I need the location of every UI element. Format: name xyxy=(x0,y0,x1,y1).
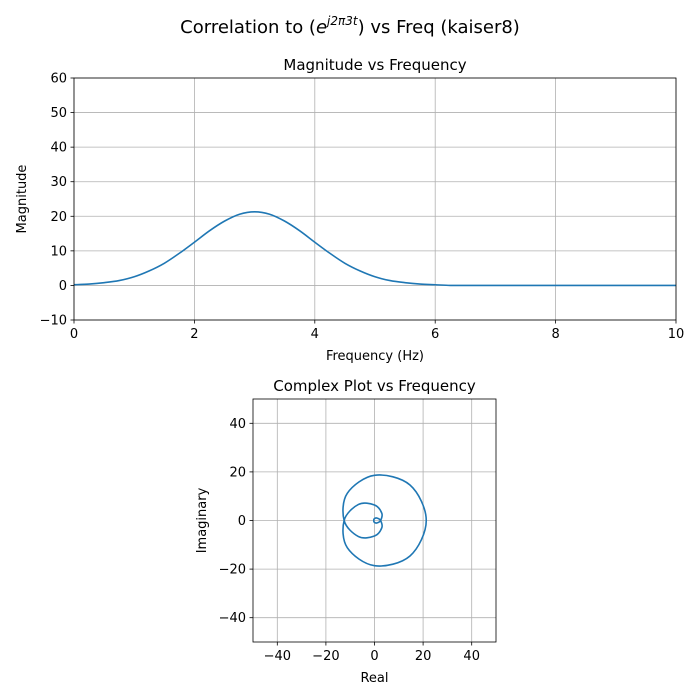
data-line xyxy=(342,474,428,567)
y-tick-label: 60 xyxy=(50,72,67,87)
x-tick-label: 20 xyxy=(415,649,432,664)
data-line xyxy=(74,210,676,287)
x-tick-label: 4 xyxy=(311,327,319,342)
y-axis-label: Magnitude xyxy=(15,165,30,234)
y-tick-label: −40 xyxy=(219,611,246,626)
x-tick-label: −20 xyxy=(312,649,339,664)
y-tick-label: 0 xyxy=(59,279,67,294)
x-tick-label: −40 xyxy=(264,649,291,664)
title-exponent: j2π3t xyxy=(325,14,359,28)
x-tick-label: 8 xyxy=(551,327,559,342)
x-tick-label: 2 xyxy=(190,327,198,342)
y-tick-label: 30 xyxy=(50,175,67,190)
y-tick-label: 0 xyxy=(238,514,246,529)
x-tick-label: 0 xyxy=(70,327,78,342)
y-tick-label: 40 xyxy=(229,417,246,432)
x-tick-label: 0 xyxy=(370,649,378,664)
y-tick-label: −10 xyxy=(40,314,67,329)
axes-title: Magnitude vs Frequency xyxy=(283,56,466,74)
x-tick-label: 6 xyxy=(431,327,439,342)
axes-title: Complex Plot vs Frequency xyxy=(273,377,476,395)
title-base: e xyxy=(316,17,327,38)
title-suffix: ) vs Freq (kaiser8) xyxy=(358,17,520,38)
title-prefix: Correlation to ( xyxy=(180,17,316,38)
y-tick-label: −20 xyxy=(219,563,246,578)
y-tick-label: 20 xyxy=(50,210,67,225)
y-tick-label: 50 xyxy=(50,106,67,121)
y-axis-label: Imaginary xyxy=(195,487,210,553)
figure-title: Correlation to (ej2π3t) vs Freq (kaiser8… xyxy=(180,14,520,38)
y-tick-label: 40 xyxy=(50,141,67,156)
x-axis-label: Real xyxy=(360,671,388,686)
x-tick-label: 10 xyxy=(668,327,685,342)
axes-frame xyxy=(252,398,497,643)
x-axis-label: Frequency (Hz) xyxy=(326,349,424,364)
y-tick-label: 20 xyxy=(229,465,246,480)
complex-axes: −40 −20 0 20 40 −40 −20 0 20 40 Complex Plot vs Fr… xyxy=(195,377,497,686)
y-tick-label: 10 xyxy=(50,244,67,259)
axes-frame xyxy=(73,77,677,321)
x-tick-label: 40 xyxy=(463,649,480,664)
